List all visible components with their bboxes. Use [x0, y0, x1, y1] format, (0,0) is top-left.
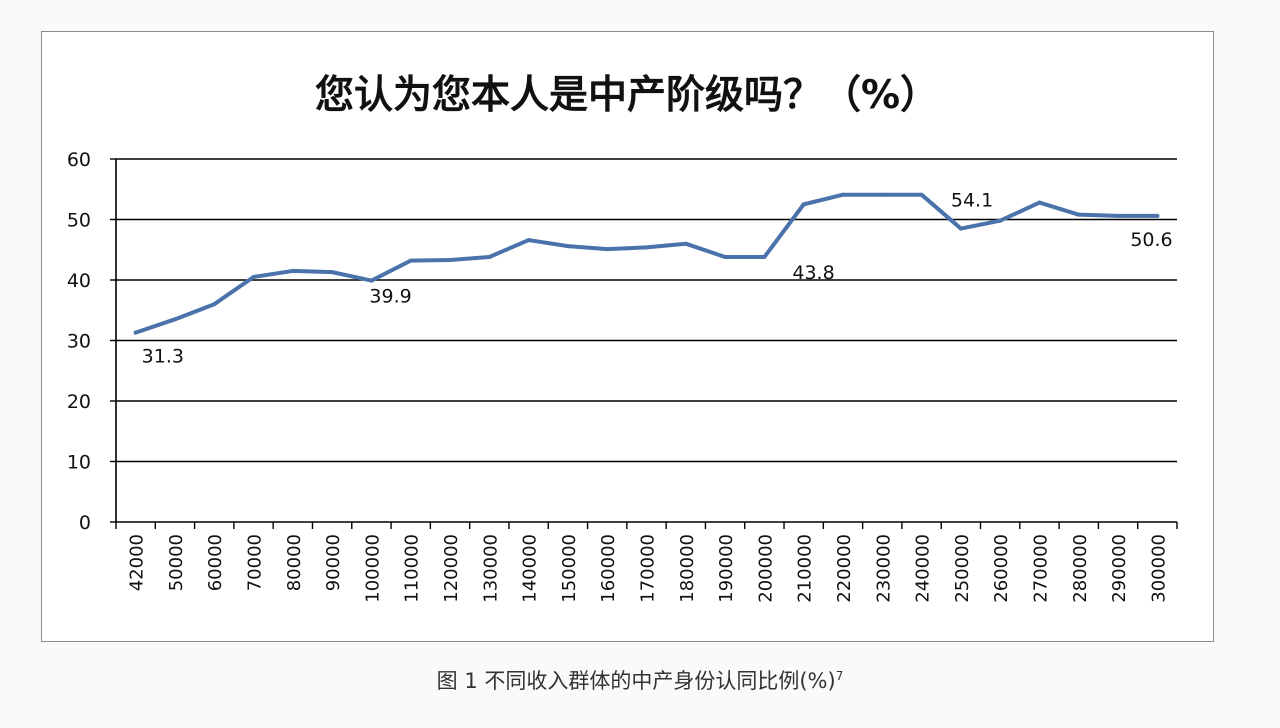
- data-label: 31.3: [142, 346, 184, 368]
- x-tick-label: 260000: [991, 534, 1012, 603]
- data-label: 50.6: [1130, 229, 1172, 251]
- data-label: 54.1: [951, 190, 993, 212]
- data-point: [1037, 200, 1042, 205]
- data-point: [880, 192, 885, 197]
- x-tick-label: 190000: [716, 534, 737, 603]
- data-point: [801, 202, 806, 207]
- series-layer: [133, 192, 1160, 335]
- axes: [110, 158, 1178, 529]
- y-tick-labels: 0 10 20 30 40 50 60: [67, 149, 91, 534]
- y-tick-label: 0: [79, 512, 91, 534]
- x-tick-label: 100000: [362, 534, 383, 603]
- caption-footnote: 7: [835, 669, 844, 683]
- x-tick-label: 70000: [245, 534, 266, 591]
- y-tick-label: 30: [67, 331, 91, 353]
- x-tick-label: 240000: [913, 534, 934, 603]
- caption-text: 图 1 不同收入群体的中产身份认同比例(%): [436, 669, 836, 693]
- x-tick-label: 170000: [638, 534, 659, 603]
- figure-caption: 图 1 不同收入群体的中产身份认同比例(%)7: [0, 665, 1280, 695]
- x-tick-label: 42000: [127, 534, 148, 591]
- x-tick-label: 60000: [205, 534, 226, 591]
- y-tick-label: 60: [67, 149, 91, 171]
- data-point: [172, 317, 177, 322]
- data-point: [487, 255, 492, 260]
- data-point: [565, 244, 570, 249]
- x-tick-label: 250000: [952, 534, 973, 603]
- x-tick-label: 160000: [598, 534, 619, 603]
- x-tick-label: 270000: [1030, 534, 1051, 603]
- x-tick-label: 110000: [402, 534, 423, 603]
- x-tick-label: 220000: [834, 534, 855, 603]
- grid-lines: [116, 158, 1177, 463]
- data-point: [840, 192, 845, 197]
- x-tick-label: 200000: [755, 534, 776, 603]
- chart-title: 您认为您本人是中产阶级吗？（%）: [315, 73, 939, 118]
- data-point: [958, 226, 963, 231]
- x-tick-label: 230000: [873, 534, 894, 603]
- x-tick-label: 90000: [323, 534, 344, 591]
- x-tick-label: 290000: [1109, 534, 1130, 603]
- data-point: [919, 192, 924, 197]
- data-point: [448, 258, 453, 263]
- data-point: [1076, 212, 1081, 217]
- x-tick-label: 120000: [441, 534, 462, 603]
- data-point: [723, 255, 728, 260]
- x-tick-label: 280000: [1070, 534, 1091, 603]
- x-tick-label: 50000: [166, 534, 187, 591]
- x-tick-label: 130000: [480, 534, 501, 603]
- y-tick-label: 20: [67, 391, 91, 413]
- data-point: [644, 245, 649, 250]
- x-tick-label: 210000: [795, 534, 816, 603]
- y-tick-label: 40: [67, 270, 91, 292]
- y-tick-label: 10: [67, 452, 91, 474]
- y-tick-label: 50: [67, 210, 91, 232]
- x-tick-label: 180000: [677, 534, 698, 603]
- data-point: [408, 258, 413, 263]
- data-point: [683, 241, 688, 246]
- data-label: 39.9: [369, 286, 411, 308]
- data-point: [1116, 213, 1121, 218]
- x-tick-label: 300000: [1148, 534, 1169, 603]
- data-point: [1155, 213, 1160, 218]
- series-line: [133, 192, 1160, 335]
- x-tick-label: 80000: [284, 534, 305, 591]
- chart-frame: [41, 31, 1214, 642]
- line-chart: 您认为您本人是中产阶级吗？（%） 0 10 20 30 40 50 60 42000 5000…: [67, 73, 1178, 603]
- data-point: [369, 278, 374, 283]
- data-point: [526, 238, 531, 243]
- data-label: 43.8: [792, 262, 834, 284]
- x-tick-label: 150000: [559, 534, 580, 603]
- data-point: [762, 255, 767, 260]
- data-point: [212, 302, 217, 307]
- x-tick-labels: 42000 50000 60000 70000 80000 90000 100000 1100…: [127, 534, 1170, 603]
- x-tick-label: 140000: [520, 534, 541, 603]
- data-point: [605, 247, 610, 252]
- data-point: [330, 270, 335, 275]
- data-point: [251, 274, 256, 279]
- data-point: [133, 330, 138, 335]
- data-point: [998, 218, 1003, 223]
- data-labels: 31.3 39.9 43.8 54.1 50.6: [142, 190, 1173, 368]
- data-point: [290, 268, 295, 273]
